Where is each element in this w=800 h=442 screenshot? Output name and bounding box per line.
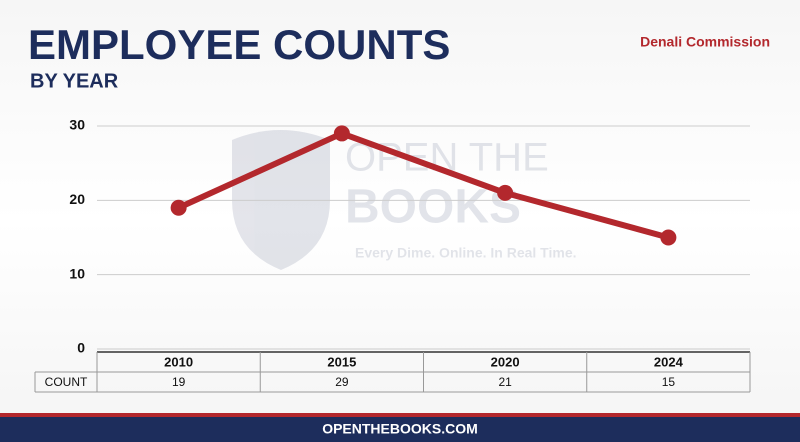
y-tick-label: 0 [77,340,85,356]
table-value: 21 [498,375,512,389]
footer-band [0,417,800,442]
y-tick-label: 20 [69,191,85,207]
watermark-tagline: Every Dime. Online. In Real Time. [355,245,577,261]
point [170,199,187,216]
x-tick-label: 2010 [164,354,193,369]
row-label: COUNT [45,375,88,389]
point [497,184,514,201]
x-tick-label: 2020 [491,354,520,369]
y-tick-label: 30 [69,117,85,133]
point [333,125,350,142]
plot: 0 10 20 30 2010 2015 2020 2024 COUNT 19 29 21 15 [34,117,751,393]
table-value: 29 [335,375,349,389]
table-value: 15 [662,375,676,389]
table-value: 19 [172,375,186,389]
x-tick-label: 2024 [654,354,684,369]
point [660,229,677,246]
footer: OPENTHEBOOKS.COM [322,421,478,437]
chart-subtitle: BY YEAR [30,70,119,92]
footer-stripe [0,413,800,417]
annotation: Denali Commission [640,34,770,50]
x-tick-label: 2015 [327,354,356,369]
line [177,130,670,241]
y-tick-label: 10 [69,265,85,281]
chart-title: EMPLOYEE COUNTS [28,21,450,68]
